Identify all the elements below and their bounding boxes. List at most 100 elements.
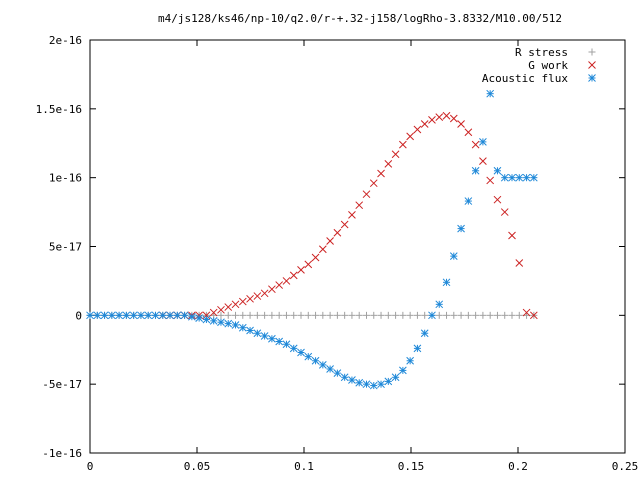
data-point (231, 321, 240, 329)
data-point (107, 311, 116, 320)
data-point (202, 315, 211, 324)
data-point (173, 311, 182, 320)
data-point (391, 373, 400, 382)
data-point (413, 344, 422, 353)
data-point (449, 252, 458, 260)
data-point (406, 132, 414, 141)
data-point (261, 311, 269, 319)
data-point (326, 311, 334, 319)
data-point (253, 311, 261, 319)
data-point (369, 179, 378, 188)
data-point (508, 173, 516, 182)
data-point (326, 237, 334, 245)
data-point (326, 365, 334, 373)
legend-label: R stress (515, 46, 568, 59)
data-point (232, 311, 240, 319)
data-point (151, 311, 160, 320)
y-tick-label: 2e-16 (49, 34, 82, 47)
series-2 (86, 89, 538, 390)
data-point (239, 311, 247, 319)
data-point (457, 224, 465, 233)
data-point (486, 89, 495, 98)
data-point (362, 380, 371, 389)
data-point (144, 311, 153, 320)
data-point (100, 311, 109, 320)
data-point (348, 376, 356, 384)
data-point (392, 311, 400, 319)
data-point (282, 311, 290, 319)
data-point (333, 228, 342, 237)
data-point (217, 305, 225, 314)
data-point (515, 311, 523, 319)
data-point (282, 277, 291, 285)
data-point (297, 348, 305, 357)
data-point (464, 197, 473, 205)
data-point (209, 308, 218, 317)
chart-title: m4/js128/ks46/np-10/q2.0/r-+.32-j158/log… (158, 12, 562, 25)
data-point (318, 245, 327, 254)
legend-marker (588, 74, 596, 82)
data-point (362, 311, 370, 319)
legend-marker (588, 61, 596, 69)
data-point (428, 311, 436, 320)
data-point (522, 173, 531, 182)
data-point (312, 311, 320, 319)
data-point (311, 356, 320, 365)
data-point (377, 311, 385, 319)
data-point (340, 373, 349, 382)
data-point (355, 201, 364, 210)
data-point (464, 311, 472, 319)
data-point (246, 326, 254, 335)
plot-frame (89, 39, 626, 454)
data-point (238, 323, 247, 332)
data-point (319, 311, 327, 319)
data-point (529, 173, 538, 182)
data-point (340, 220, 349, 229)
data-point (399, 366, 407, 375)
data-point (217, 311, 225, 319)
data-point (493, 311, 501, 319)
data-point (486, 176, 495, 185)
data-point (500, 208, 509, 216)
data-point (457, 311, 465, 319)
data-point (158, 311, 167, 320)
data-point (435, 113, 444, 121)
data-point (399, 311, 407, 319)
data-point (195, 314, 203, 322)
x-tick-label: 0.15 (398, 460, 425, 473)
data-point (268, 334, 276, 343)
x-tick-label: 0.05 (184, 460, 211, 473)
data-point (297, 266, 305, 274)
data-point (384, 160, 393, 168)
legend-label: Acoustic flux (482, 72, 568, 85)
data-point (304, 352, 313, 361)
data-point (369, 381, 378, 390)
data-point (508, 311, 516, 319)
data-point (297, 311, 305, 319)
data-point (442, 111, 451, 120)
data-point (224, 319, 233, 328)
data-point (348, 311, 356, 319)
data-point (443, 311, 451, 319)
data-point (464, 128, 473, 137)
data-point (333, 369, 342, 378)
legend-label: G work (528, 59, 568, 72)
data-point (341, 311, 349, 319)
data-point (290, 311, 298, 319)
data-point (479, 157, 487, 166)
x-tick-label: 0.1 (294, 460, 314, 473)
data-point (501, 311, 509, 319)
data-point (115, 311, 123, 320)
data-point (421, 311, 429, 319)
data-point (246, 294, 254, 303)
legend-marker (588, 48, 596, 56)
x-tick-label: 0.25 (612, 460, 639, 473)
x-tick-label: 0 (87, 460, 94, 473)
data-point (224, 303, 233, 311)
y-tick-label: -5e-17 (42, 378, 82, 391)
data-point (238, 297, 247, 306)
data-point (137, 311, 145, 320)
data-point (370, 311, 378, 319)
data-point (377, 169, 385, 178)
